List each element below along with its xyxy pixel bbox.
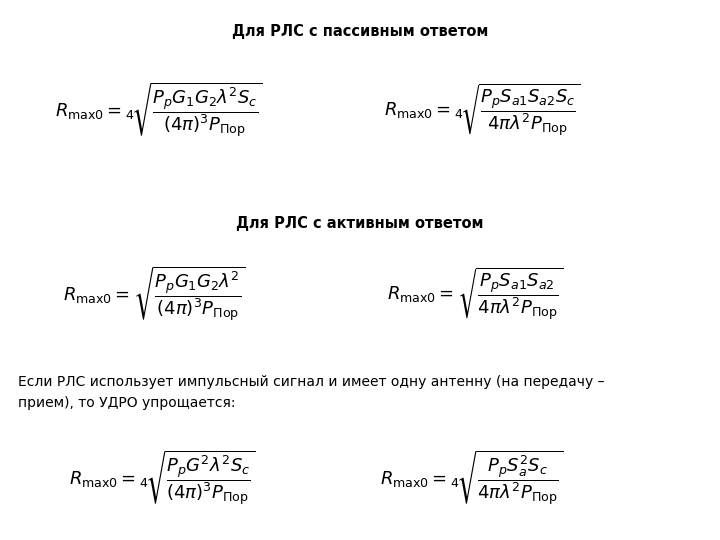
Text: $R_{\mathrm{max0}}  =  {}_4\!\sqrt{\dfrac{P_p S_{a1} S_{a2} S_c}{4\pi\lambda^2 P: $R_{\mathrm{max0}} = {}_4\!\sqrt{\dfrac{… (384, 82, 580, 139)
Text: Для РЛС с пассивным ответом: Для РЛС с пассивным ответом (232, 24, 488, 39)
Text: Если РЛС использует импульсный сигнал и имеет одну антенну (на передачу –
прием): Если РЛС использует импульсный сигнал и … (18, 375, 605, 410)
Text: $R_{\mathrm{max0}}  =  {}_4\!\sqrt{\dfrac{P_p G_1 G_2 \lambda^2 S_c}{(4\pi)^3 P_: $R_{\mathrm{max0}} = {}_4\!\sqrt{\dfrac{… (55, 81, 262, 140)
Text: $R_{\mathrm{max0}}  =  \sqrt{\dfrac{P_p G_1 G_2 \lambda^2}{(4\pi)^3 P_{\mathsf{\: $R_{\mathrm{max0}} = \sqrt{\dfrac{P_p G_… (63, 265, 246, 324)
Text: $R_{\mathrm{max0}}  =  {}_4\!\sqrt{\dfrac{P_p G^2 \lambda^2 S_c}{(4\pi)^3 P_{\ma: $R_{\mathrm{max0}} = {}_4\!\sqrt{\dfrac{… (69, 448, 255, 508)
Text: $R_{\mathrm{max0}}  =  \sqrt{\dfrac{P_p S_{a1} S_{a2}}{4\pi\lambda^2 P_{\mathsf{: $R_{\mathrm{max0}} = \sqrt{\dfrac{P_p S_… (387, 266, 564, 323)
Text: Для РЛС с активным ответом: Для РЛС с активным ответом (236, 216, 484, 231)
Text: $R_{\mathrm{max0}}  =  {}_4\!\sqrt{\dfrac{P_p S_a^2 S_c}{4\pi\lambda^2 P_{\maths: $R_{\mathrm{max0}} = {}_4\!\sqrt{\dfrac{… (380, 448, 563, 508)
